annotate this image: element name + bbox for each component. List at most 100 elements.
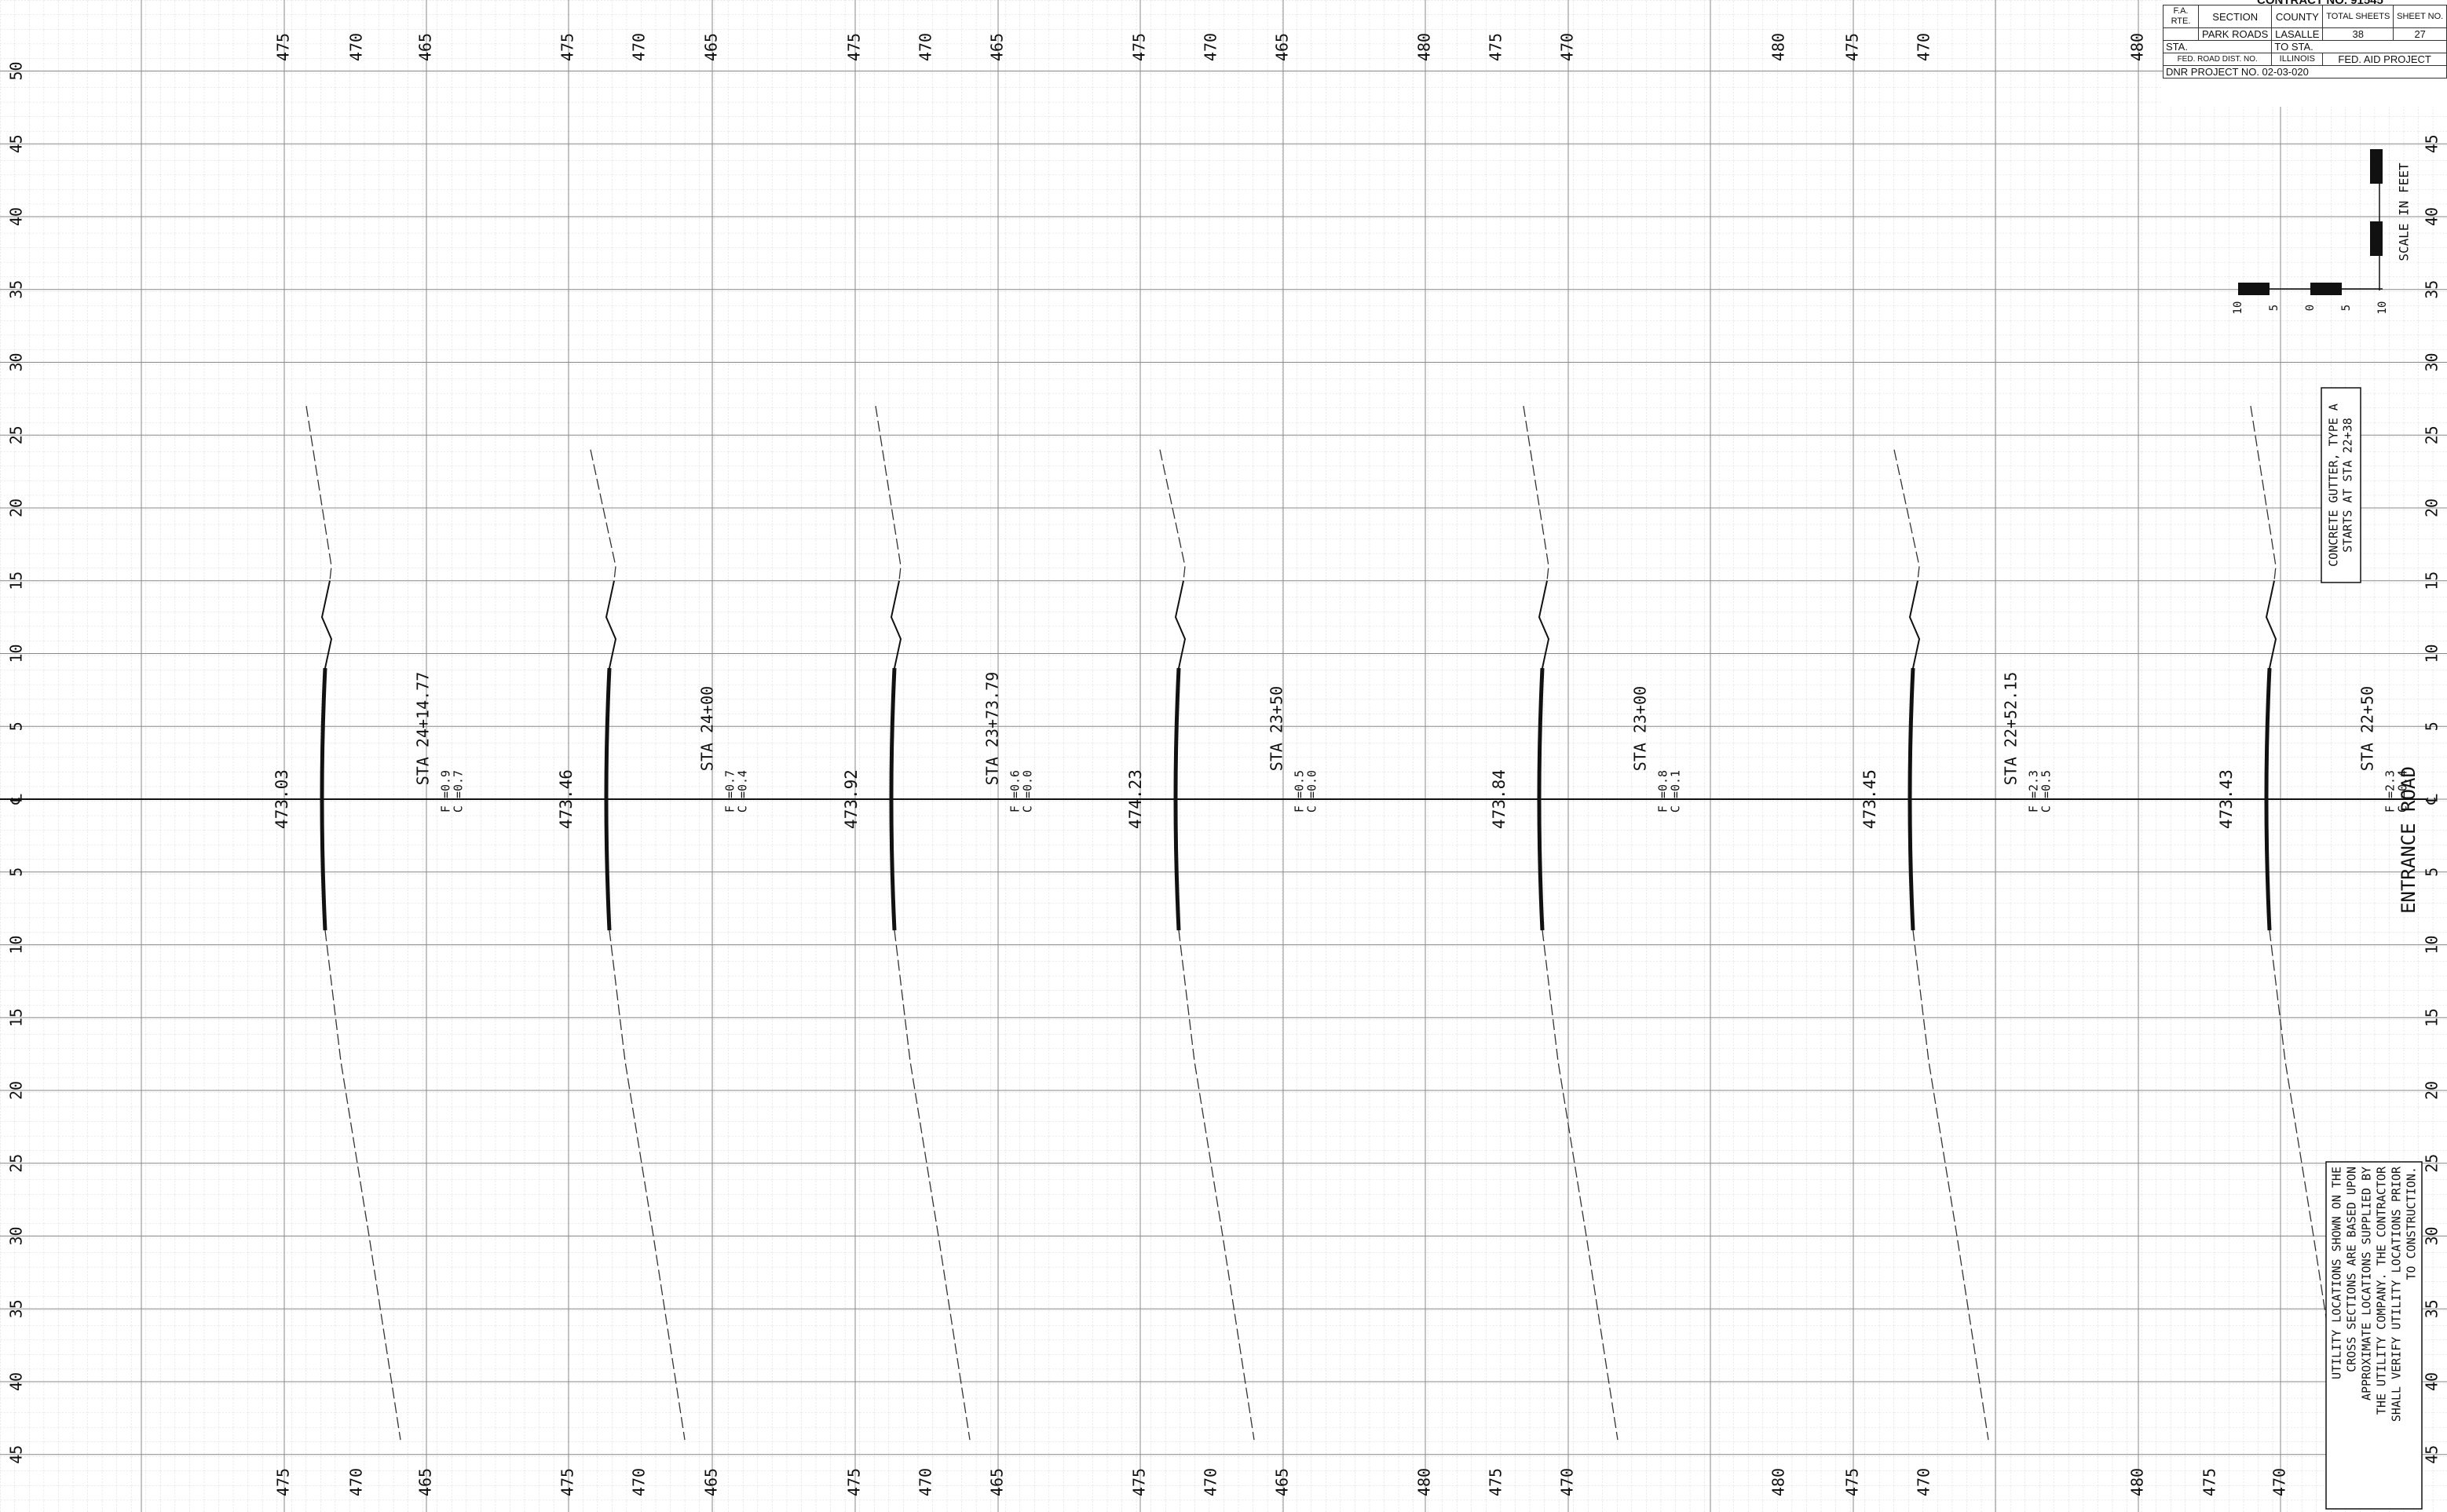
elevation-label: 475 — [1130, 1468, 1149, 1496]
elevation-label: 470 — [630, 1468, 649, 1496]
existing-ground-top — [1523, 406, 1549, 581]
elevation-label: 475 — [274, 1468, 293, 1496]
centerline-elevation: 473.84 — [1490, 769, 1509, 829]
offset-label: 30 — [2423, 1226, 2442, 1245]
to-sta-label: TO STA. — [2271, 40, 2447, 53]
station-label: STA 23+00 — [1631, 686, 1650, 771]
pavement-profile — [1907, 667, 1915, 931]
elevation-label: 470 — [1558, 1468, 1577, 1496]
offset-label: 20 — [2423, 1081, 2442, 1100]
scale-tick-label: 5 — [2268, 305, 2281, 311]
fill-value: F =0.9 — [439, 770, 453, 813]
scale-tick-label: 10 — [2376, 301, 2389, 315]
elevation-label: 470 — [1915, 1468, 1933, 1496]
offset-label: 5 — [7, 867, 26, 877]
offset-label: 25 — [2423, 425, 2442, 444]
offset-label: 35 — [7, 280, 26, 299]
county-value: LASALLE — [2271, 27, 2324, 41]
existing-ground-bottom — [609, 929, 686, 1441]
offset-label: ℄ — [7, 794, 26, 805]
offset-label: 35 — [2423, 1299, 2442, 1318]
offset-label: 10 — [7, 644, 26, 663]
curb-gutter — [1538, 580, 1550, 669]
pavement-profile — [2264, 667, 2272, 931]
offset-label: 15 — [2423, 572, 2442, 590]
cross-section: 475 475 470 470 465 465 473.03 STA 24+14.77 F =0… — [272, 33, 466, 1496]
utility-note-line: UTILITY LOCATIONS SHOWN ON THE — [2330, 1167, 2344, 1379]
cross-section: 480 480 475 475 470 470 473.45 STA 22+52.15 F =2… — [1769, 33, 2054, 1496]
scale-bar: 10 5 0 5 10 SCALE IN FEET — [2232, 149, 2412, 314]
utility-note-line: APPROXIMATE LOCATIONS SUPPLIED BY — [2360, 1167, 2374, 1401]
offset-label: 25 — [2423, 1154, 2442, 1173]
section-label: SECTION — [2197, 5, 2273, 28]
scale-tick-label: 5 — [2340, 305, 2353, 311]
centerline-elevation: 473.45 — [1860, 769, 1879, 829]
fa-rte-label: F.A. RTE. — [2163, 5, 2199, 28]
elevation-label: 480 — [1415, 1468, 1434, 1496]
offset-label: 15 — [7, 1008, 26, 1027]
elevation-label: 480 — [2128, 1468, 2147, 1496]
existing-ground-bottom — [1542, 929, 1619, 1441]
existing-ground-bottom — [1912, 929, 1989, 1441]
total-sheets-label: TOTAL SHEETS — [2322, 5, 2394, 28]
utility-note-line: THE UTILITY COMPANY. THE CONTRACTOR — [2375, 1166, 2389, 1415]
offset-label: 30 — [7, 1226, 26, 1245]
cut-value: C =0.4 — [736, 770, 750, 813]
notes: ENTRANCE ROAD CONCRETE GUTTER, TYPE A STAR… — [2321, 387, 2423, 1510]
elevation-label: 475 — [558, 33, 577, 61]
offset-label: 30 — [2423, 352, 2442, 371]
offset-label: 20 — [2423, 499, 2442, 517]
elevation-label: 475 — [1130, 33, 1149, 61]
elevation-label: 480 — [1415, 33, 1434, 61]
offset-label: 10 — [2423, 644, 2442, 663]
fill-value: F =0.7 — [723, 770, 737, 813]
offset-label: 50 — [7, 61, 26, 80]
elevation-label: 475 — [558, 1468, 577, 1496]
offset-label: 25 — [7, 1154, 26, 1173]
elevation-label: 470 — [347, 1468, 366, 1496]
elevation-label: 480 — [1769, 33, 1788, 61]
existing-ground-top — [1159, 449, 1186, 581]
gutter-note-line: STARTS AT STA 22+38 — [2341, 418, 2355, 553]
centerline-elevation: 473.46 — [557, 769, 576, 829]
title-block: CONTRACT NO. 91545 F.A. RTE. SECTION COU… — [2162, 0, 2447, 107]
existing-ground-top — [1893, 449, 1920, 581]
cut-value: C =0.0 — [1021, 770, 1035, 813]
offset-label: 45 — [2423, 1445, 2442, 1464]
state-name: ILLINOIS — [2271, 53, 2324, 66]
elevation-label: 470 — [1202, 33, 1220, 61]
existing-ground-bottom — [894, 929, 971, 1441]
station-label: STA 22+50 — [2358, 686, 2377, 771]
offset-label: 40 — [2423, 1372, 2442, 1391]
offset-label: 45 — [7, 134, 26, 153]
sheet-no-value: 27 — [2393, 27, 2447, 41]
cut-value: C =0.4 — [2396, 770, 2410, 813]
elevation-label: 470 — [630, 33, 649, 61]
fa-rte-value — [2163, 27, 2199, 41]
elevation-label: 465 — [702, 33, 721, 61]
offset-label: 40 — [7, 207, 26, 226]
elevation-label: 475 — [2200, 1468, 2219, 1496]
offset-label: 10 — [2423, 935, 2442, 954]
pavement-profile — [1537, 667, 1545, 931]
cross-section: 480 480 475 475 470 470 473.84 STA 23+00 F =0.8C… — [1415, 33, 1683, 1496]
fill-value: F =2.3 — [2027, 770, 2041, 813]
station-label: STA 24+14.77 — [414, 672, 433, 786]
elevation-label: 470 — [1202, 1468, 1220, 1496]
station-label: STA 22+52.15 — [2002, 672, 2021, 786]
elevation-label: 475 — [1843, 1468, 1862, 1496]
offset-label: ℄ — [2423, 794, 2442, 805]
fed-aid-project: FED. AID PROJECT — [2322, 53, 2447, 66]
utility-note-line: SHALL VERIFY UTILITY LOCATIONS PRIOR — [2390, 1166, 2404, 1422]
dnr-project: DNR PROJECT NO. 02-03-020 — [2163, 65, 2447, 79]
elevation-label: 480 — [1769, 1468, 1788, 1496]
utility-note-line: TO CONSTRUCTION. — [2405, 1167, 2419, 1280]
offset-label: 5 — [2423, 867, 2442, 877]
centerline-elevation: 473.03 — [272, 769, 291, 829]
offset-label: 40 — [7, 1372, 26, 1391]
offset-labels-left: 50 45 40 35 30 25 20 15 10 5 ℄ 5 10 15 20 25 30 35 40 45 — [7, 61, 26, 1463]
fill-value: F =0.6 — [1008, 770, 1022, 813]
elevation-label: 470 — [916, 33, 935, 61]
